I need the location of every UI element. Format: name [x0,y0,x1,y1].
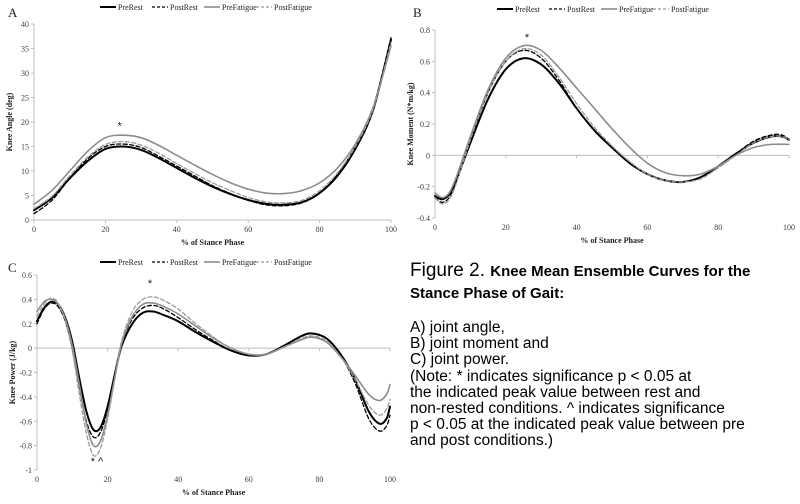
y-tick-label: 0.6 [420,57,430,66]
knee-power-panel: C -1 -0.8 -0.6 -0.4 -0.2 0 0.2 0.4 0.6 0 20 40 60 80 10… [0,255,400,504]
y-tick-label: 0.6 [22,271,32,280]
y-tick-label: 20 [21,118,29,127]
caption-subtitle: Knee Mean Ensemble Curves for the Stance… [410,263,751,302]
legend-label: PreRest [515,5,541,14]
y-tick-label: 0 [25,216,29,225]
y-axis-label: Knee Moment (N*m/kg) [406,82,415,165]
series-line-prefatigue [434,44,790,199]
significance-marker: * [148,278,153,290]
y-tick-label: 30 [21,69,29,78]
series-line-prerest [33,38,392,212]
x-tick-label: 100 [783,223,795,232]
caption-line: and post conditions.) [410,432,554,450]
knee-angle-panel: A 0 5 10 15 20 25 30 35 40 0 20 40 60 80 100 % of Stance… [0,0,400,252]
significance-marker: * [525,32,530,44]
x-tick-label: 0 [32,225,36,234]
y-tick-label: 10 [21,167,29,176]
legend-label: PreRest [118,3,144,12]
y-tick-label: 35 [21,45,29,54]
chart-svg: B -0.4 -0.2 0 0.2 0.4 0.6 0.8 0 20 40 60 80 100 % of S… [406,5,795,245]
figure-caption: Figure 2. Knee Mean Ensemble Curves for … [410,260,795,450]
y-tick-label: -0.8 [19,442,32,451]
x-tick-label: 100 [385,225,397,234]
legend-label: PreFatigue [222,258,257,267]
y-tick-label: -0.2 [417,183,430,192]
x-tick-label: 40 [174,475,182,484]
caption-line: the indicated peak value between rest an… [410,383,701,401]
series-line-prefatigue [33,45,392,206]
series-line-postrest [36,302,391,439]
legend-label: PreFatigue [619,5,654,14]
legend-label: PostRest [170,258,199,267]
x-tick-label: 40 [173,225,181,234]
y-tick-label: 0.4 [420,89,430,98]
panel-letter: C [8,260,17,275]
panel-letter: B [413,5,422,20]
legend-label: PreFatigue [222,3,257,12]
y-tick-label: 0.8 [420,26,430,35]
y-tick-label: 0.2 [420,120,430,129]
knee-moment-panel: B -0.4 -0.2 0 0.2 0.4 0.6 0.8 0 20 40 60 80 100 % of S… [405,0,800,252]
x-axis-label: % of Stance Phase [182,488,246,497]
x-tick-label: 60 [244,225,252,234]
y-tick-label: 0.2 [22,320,32,329]
y-tick-label: -0.4 [19,393,32,402]
x-tick-label: 80 [714,223,722,232]
significance-marker: * [118,120,123,132]
caption-line: (Note: * indicates significance p < 0.05… [410,367,692,385]
y-tick-label: -0.2 [19,369,32,378]
chart-svg: A 0 5 10 15 20 25 30 35 40 0 20 40 60 80 100 % of Stance… [5,3,397,247]
y-tick-label: 15 [21,143,29,152]
y-tick-label: 40 [21,20,29,29]
legend-label: PostFatigue [274,258,312,267]
x-tick-label: 60 [643,223,651,232]
x-tick-label: 0 [433,223,437,232]
x-tick-label: 60 [245,475,253,484]
caption-line: B) joint moment and [410,335,549,353]
y-tick-label: -0.4 [417,214,430,223]
caption-line: non-rested conditions. ^ indicates signi… [410,400,725,418]
y-tick-label: 0.4 [22,295,32,304]
x-tick-label: 40 [573,223,581,232]
x-tick-label: 100 [384,475,396,484]
x-axis-label: % of Stance Phase [181,238,245,247]
y-axis-label: Knee Angle (deg) [5,92,14,151]
series-line-postfatigue [33,41,392,210]
x-tick-label: 80 [315,475,323,484]
y-tick-label: 25 [21,94,29,103]
caption-line: C) joint power. [410,351,510,369]
legend-label: PostFatigue [671,5,709,14]
series-line-postfatigue [36,296,391,457]
series-line-postfatigue [434,47,790,205]
y-tick-label: 5 [25,192,29,201]
y-tick-label: -0.6 [19,417,32,426]
legend-label: PostRest [170,3,199,12]
caption-figure-number: Figure 2. [410,260,485,281]
caption-title: Figure 2. Knee Mean Ensemble Curves for … [410,260,795,304]
legend-label: PostFatigue [274,3,312,12]
significance-marker: * ^ [91,456,104,468]
x-tick-label: 20 [502,223,510,232]
caption-line: p < 0.05 at the indicated peak value bet… [410,416,745,434]
y-axis-label: Knee Power (J/kg) [8,340,17,404]
legend-label: PostRest [567,5,596,14]
series-line-postrest [434,49,790,203]
x-axis-label: % of Stance Phase [580,236,644,245]
panel-letter: A [8,5,18,20]
y-tick-label: -1 [25,466,32,475]
caption-body: A) joint angle, B) joint moment and C) j… [410,319,795,450]
x-tick-label: 20 [101,225,109,234]
series-line-prerest [36,300,391,433]
x-tick-label: 80 [316,225,324,234]
x-tick-label: 0 [35,475,39,484]
x-tick-label: 20 [104,475,112,484]
chart-svg: C -1 -0.8 -0.6 -0.4 -0.2 0 0.2 0.4 0.6 0 20 40 60 80 10… [8,258,396,497]
y-tick-label: 0 [426,151,430,160]
series-line-postrest [33,37,392,215]
y-tick-label: 0 [28,344,32,353]
legend-label: PreRest [118,258,144,267]
caption-line: A) joint angle, [410,319,505,336]
